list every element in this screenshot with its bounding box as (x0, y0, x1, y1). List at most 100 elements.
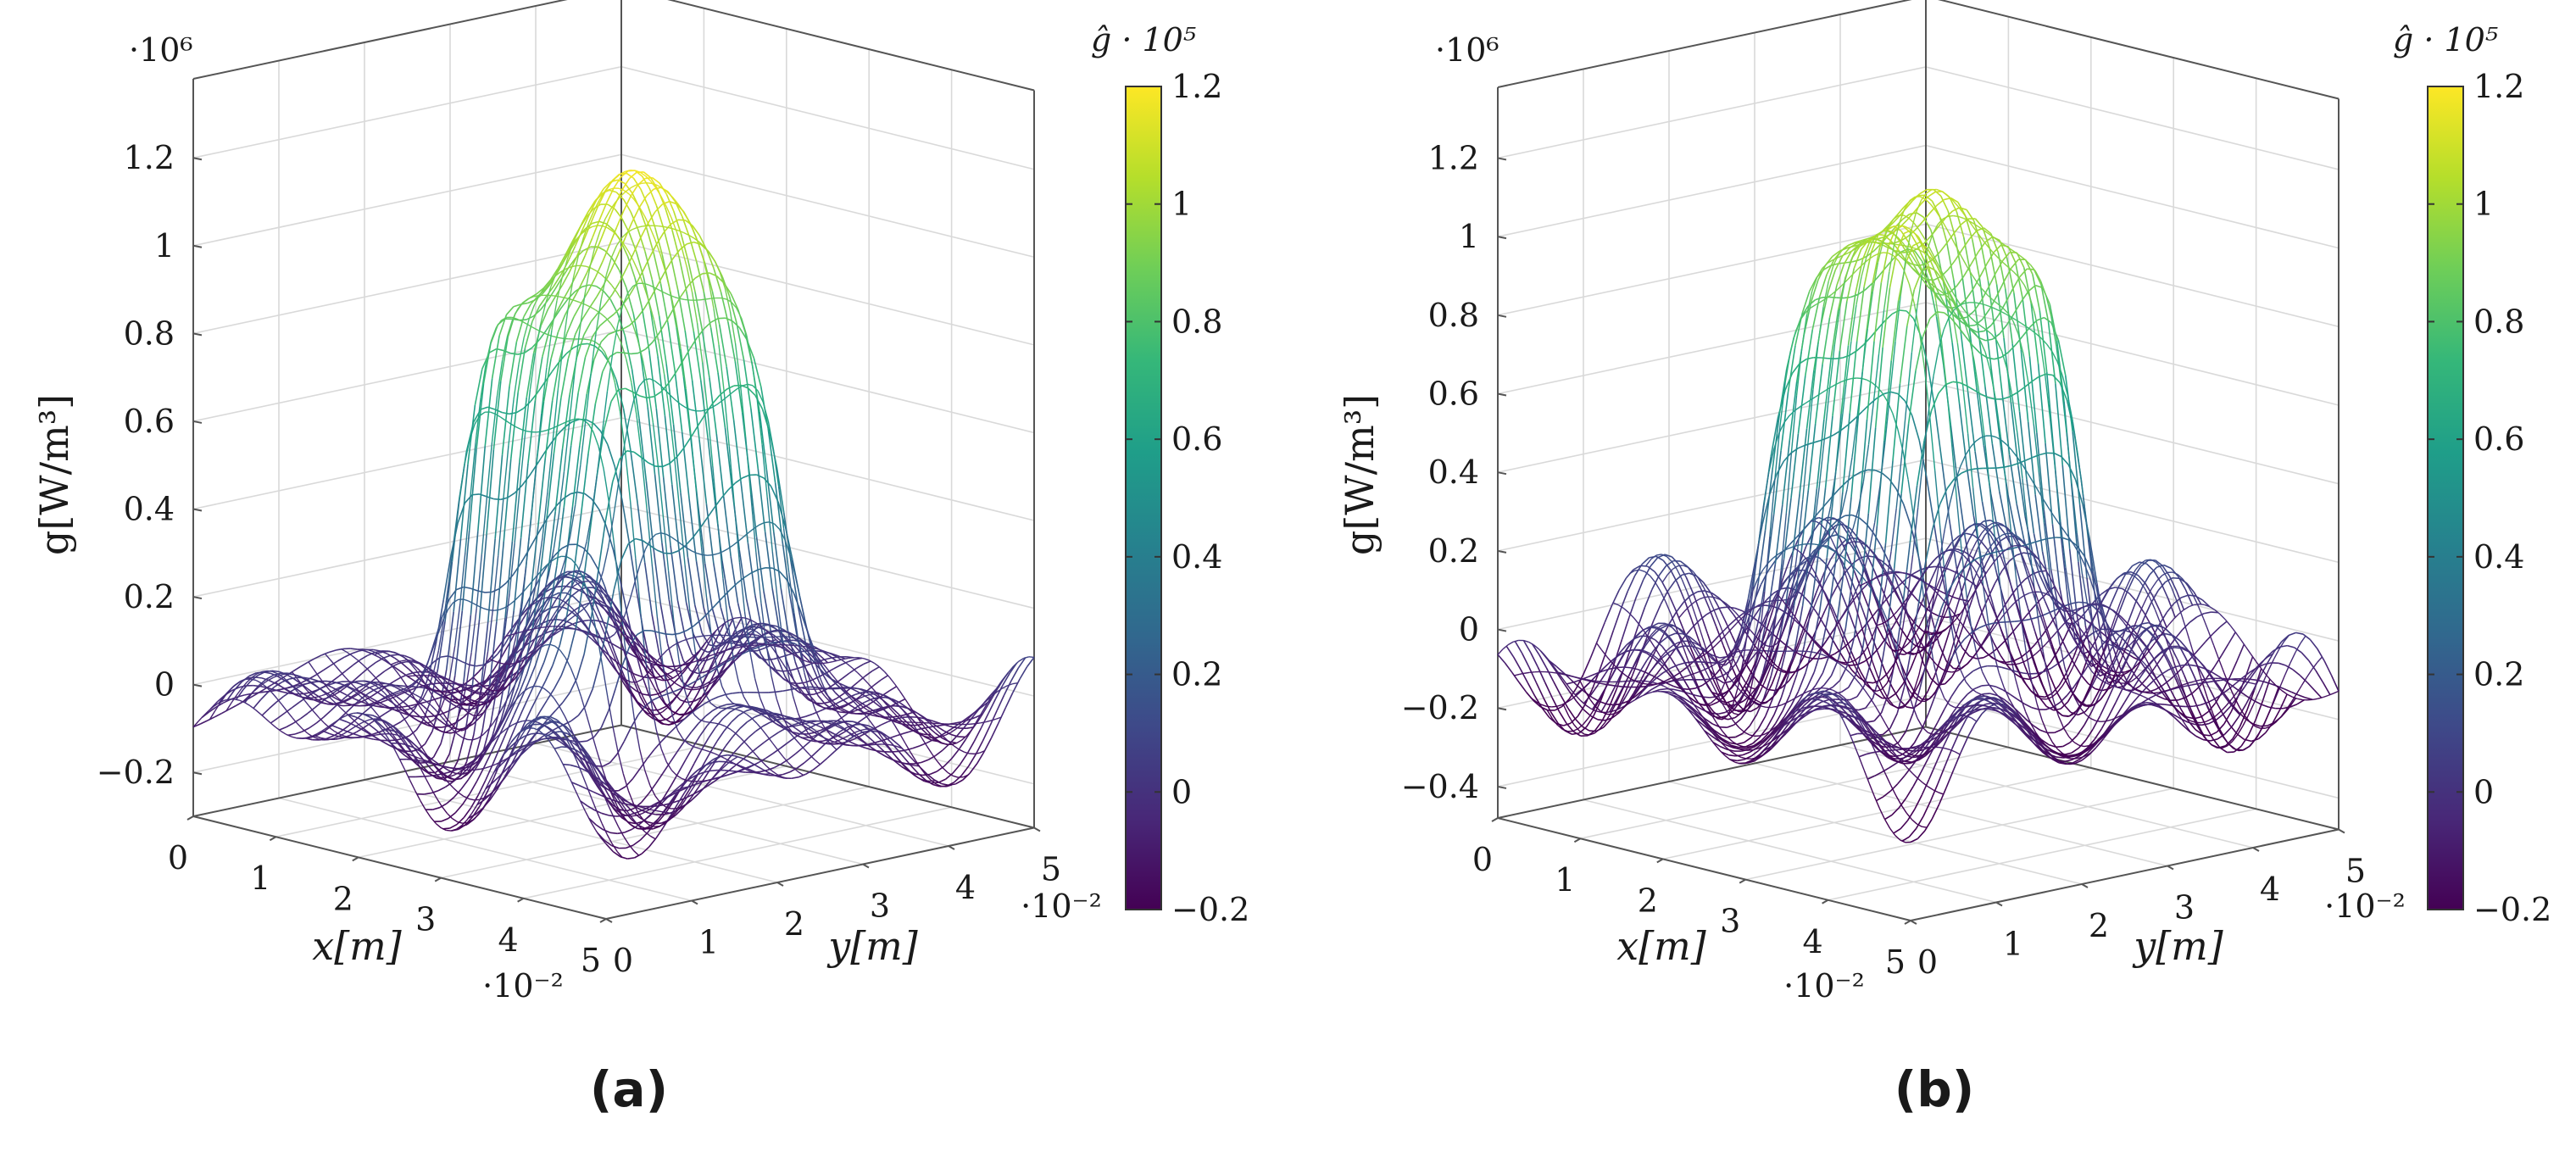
surface-segment (652, 696, 660, 701)
surface-segment (570, 589, 580, 597)
surface-segment (236, 688, 244, 700)
surface-segment (638, 379, 645, 387)
surface-segment (557, 585, 565, 588)
surface-segment (670, 545, 679, 601)
surface-segment (697, 553, 703, 556)
surface-segment (356, 682, 364, 686)
surface-segment (432, 675, 441, 684)
surface-segment (340, 707, 347, 714)
surface-segment (472, 716, 481, 725)
surface-segment (585, 688, 593, 707)
surface-segment (693, 655, 703, 670)
surface-segment (674, 459, 681, 512)
surface-segment (631, 768, 641, 780)
surface-segment (721, 589, 731, 598)
surface-segment (308, 661, 314, 670)
surface-segment (331, 724, 339, 729)
surface-segment (329, 732, 337, 737)
surface-segment (538, 330, 548, 341)
surface-segment (847, 659, 855, 663)
surface-segment (871, 743, 877, 746)
surface-segment (288, 676, 297, 680)
surface-segment (703, 680, 711, 687)
surface-segment (407, 675, 415, 682)
surface-segment (499, 416, 506, 421)
surface-segment (585, 787, 594, 793)
surface-segment (446, 698, 454, 706)
surface-segment (303, 698, 309, 706)
surface-segment (607, 444, 616, 467)
surface-segment (583, 338, 590, 341)
surface-segment (559, 705, 565, 716)
surface-segment (498, 777, 506, 786)
surface-segment (281, 731, 287, 735)
surface-segment (468, 600, 475, 604)
surface-segment (537, 458, 547, 526)
surface-segment (771, 676, 777, 699)
surface-segment (409, 780, 416, 792)
surface-segment (451, 778, 457, 781)
surface-segment (643, 562, 653, 615)
surface-segment (505, 574, 515, 584)
surface-segment (594, 809, 603, 815)
surface-segment (655, 827, 664, 839)
surface-segment (665, 308, 675, 321)
surface-segment (802, 741, 811, 749)
surface-segment (712, 465, 719, 525)
surface-segment (733, 743, 743, 754)
surface-segment (603, 621, 611, 626)
surface-segment (713, 710, 722, 719)
surface-segment (620, 240, 629, 257)
surface-segment (424, 792, 431, 795)
surface-segment (893, 754, 900, 761)
surface-segment (550, 605, 558, 609)
surface-segment (718, 693, 726, 698)
surface-segment (556, 603, 565, 615)
surface-segment (640, 806, 647, 810)
surface-segment (223, 698, 231, 704)
surface-segment (639, 696, 648, 710)
surface-segment (782, 771, 791, 776)
surface-segment (598, 637, 604, 640)
surface-segment (372, 708, 379, 715)
surface-segment (669, 413, 676, 459)
surface-segment (747, 543, 756, 596)
surface-segment (748, 731, 757, 738)
surface-segment (399, 673, 409, 679)
surface-segment (571, 418, 580, 423)
surface-segment (736, 307, 743, 319)
surface-segment (952, 775, 959, 778)
surface-segment (762, 721, 771, 727)
surface-segment (480, 406, 488, 410)
surface-segment (360, 728, 369, 734)
surface-segment (298, 690, 307, 697)
surface-segment (392, 736, 400, 746)
surface-segment (727, 544, 734, 549)
surface-segment (1004, 692, 1014, 709)
surface-segment (621, 325, 631, 331)
surface-segment (462, 821, 468, 824)
surface-segment (655, 187, 662, 198)
surface-segment (593, 431, 599, 447)
surface-segment (652, 657, 661, 664)
surface-segment (292, 701, 300, 709)
surface-segment (562, 582, 571, 591)
surface-segment (500, 337, 509, 381)
surface-segment (576, 575, 585, 579)
surface-segment (528, 465, 537, 477)
surface-segment (959, 754, 968, 765)
surface-segment (655, 532, 661, 536)
surface-segment (228, 704, 236, 710)
surface-segment (214, 712, 223, 718)
surface-segment (470, 671, 480, 680)
surface-segment (253, 699, 262, 709)
surface-segment (448, 683, 457, 691)
surface-segment (471, 493, 480, 496)
surface-segment (506, 624, 515, 636)
surface-segment (424, 731, 433, 745)
surface-segment (414, 735, 421, 745)
surface-segment (743, 572, 752, 579)
grid-line (358, 765, 787, 859)
surface-segment (414, 790, 421, 801)
surface-segment (543, 640, 552, 663)
